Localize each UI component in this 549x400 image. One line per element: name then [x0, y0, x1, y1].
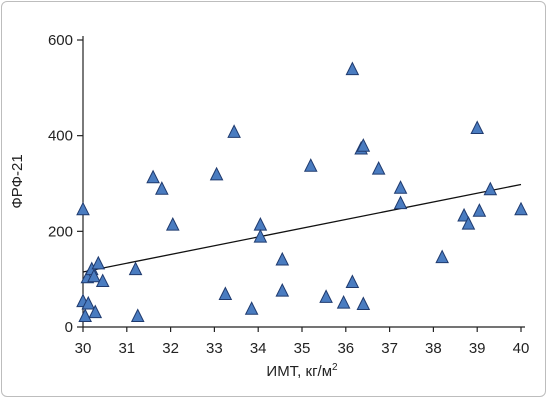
x-tick-label: 39	[469, 340, 486, 357]
data-point	[253, 216, 268, 231]
data-point	[227, 124, 241, 138]
data-point	[457, 207, 471, 222]
data-point	[514, 201, 528, 216]
data-points	[76, 61, 528, 322]
data-point	[76, 201, 90, 216]
x-tick-label: 36	[337, 340, 354, 357]
data-point	[303, 158, 318, 172]
x-tick-label: 32	[162, 340, 179, 357]
data-point	[209, 166, 224, 181]
x-tick-label: 30	[75, 340, 92, 357]
x-axis-title: ИМТ, кг/м2	[266, 362, 338, 380]
x-axis-ticks: 30 31 32 33 34 35 36 37 38 39 40	[75, 327, 530, 357]
data-point	[393, 180, 408, 194]
y-axis-ticks: 0 200 400 600	[48, 32, 83, 336]
y-axis-title: ФРФ-21	[9, 154, 26, 208]
x-tick-label: 40	[513, 340, 530, 357]
x-tick-label: 31	[118, 340, 135, 357]
x-tick-label: 38	[425, 340, 442, 357]
data-point	[275, 251, 290, 266]
data-point	[470, 120, 485, 134]
data-point	[155, 181, 169, 195]
y-tick-label: 200	[48, 223, 73, 240]
data-point	[483, 181, 498, 196]
data-point	[91, 255, 106, 270]
data-point	[218, 286, 233, 300]
x-tick-label: 37	[381, 340, 398, 357]
y-tick-label: 600	[48, 32, 73, 49]
data-point	[244, 301, 259, 315]
x-tick-label: 33	[206, 340, 223, 357]
x-tick-label: 34	[250, 340, 267, 357]
data-point	[253, 228, 268, 243]
x-tick-label: 35	[294, 340, 311, 357]
data-point	[81, 295, 96, 310]
data-point	[78, 308, 92, 322]
data-point	[87, 268, 101, 283]
data-point	[356, 138, 371, 152]
trend-line	[82, 183, 522, 273]
data-point	[393, 195, 408, 210]
y-tick-label: 0	[65, 319, 73, 336]
data-point	[371, 161, 386, 175]
y-tick-label: 400	[48, 128, 73, 145]
data-point	[435, 249, 449, 264]
data-point	[88, 304, 103, 319]
data-point	[356, 296, 371, 311]
data-point	[130, 308, 145, 322]
data-point	[345, 61, 360, 76]
data-point	[319, 289, 333, 303]
data-point	[336, 294, 351, 309]
data-point	[165, 216, 180, 231]
data-point	[128, 261, 143, 276]
data-point	[472, 203, 487, 217]
data-point	[345, 274, 360, 289]
data-point	[461, 216, 476, 230]
data-point	[146, 169, 160, 184]
data-point	[275, 283, 290, 297]
data-point	[95, 273, 110, 288]
